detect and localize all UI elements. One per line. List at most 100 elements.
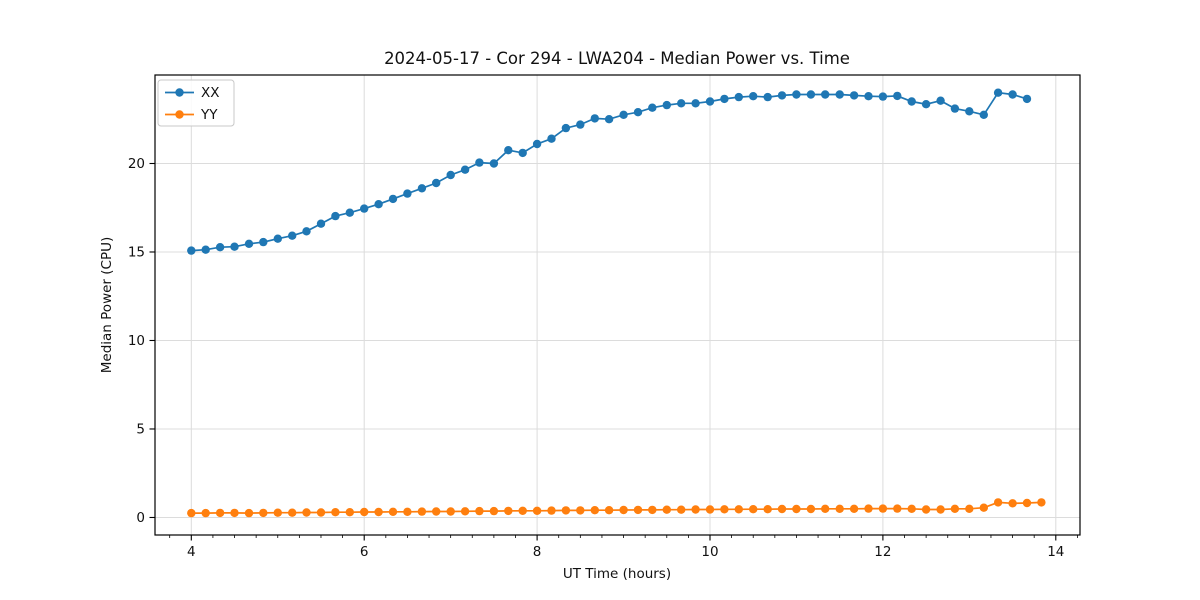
data-point-yy xyxy=(388,507,398,516)
data-point-xx xyxy=(302,227,311,236)
data-point-yy xyxy=(705,505,715,514)
data-point-xx xyxy=(259,237,268,247)
data-point-xx xyxy=(215,243,225,252)
data-point-yy xyxy=(432,507,441,516)
data-point-xx xyxy=(532,139,542,149)
data-point-yy xyxy=(403,507,412,516)
data-point-xx xyxy=(417,184,427,193)
data-point-yy xyxy=(561,506,571,515)
data-point-xx xyxy=(230,242,239,251)
data-point-yy xyxy=(1022,498,1032,508)
data-point-xx xyxy=(504,146,513,155)
data-point-yy xyxy=(590,506,599,515)
data-point-xx xyxy=(878,92,888,101)
data-point-xx xyxy=(590,114,599,123)
data-point-yy xyxy=(316,508,326,517)
data-point-yy xyxy=(950,504,960,513)
data-point-xx xyxy=(316,219,326,228)
data-point-yy xyxy=(417,507,427,516)
data-point-xx xyxy=(792,90,801,99)
data-point-xx xyxy=(677,99,686,108)
data-point-xx xyxy=(374,200,383,209)
data-point-xx xyxy=(388,194,398,204)
data-point-xx xyxy=(893,91,902,101)
data-point-xx xyxy=(576,120,585,129)
data-point-yy xyxy=(604,506,614,515)
data-point-yy xyxy=(259,508,268,518)
data-point-xx xyxy=(907,97,916,106)
data-point-xx xyxy=(360,204,369,213)
data-point-yy xyxy=(360,507,369,517)
data-point-xx xyxy=(403,189,412,198)
data-point-yy xyxy=(893,504,902,513)
data-point-yy xyxy=(1008,499,1017,508)
data-point-xx xyxy=(201,245,210,254)
data-point-xx xyxy=(489,159,499,168)
data-point-xx xyxy=(749,92,758,101)
data-point-yy xyxy=(734,505,743,514)
legend-box xyxy=(157,79,235,127)
data-point-xx xyxy=(633,108,643,117)
y-tick-label: 0 xyxy=(136,510,145,526)
data-point-xx xyxy=(734,92,743,102)
data-point-yy xyxy=(288,508,297,517)
data-point-yy xyxy=(849,504,859,513)
data-point-yy xyxy=(633,505,643,515)
x-tick-label: 10 xyxy=(701,544,718,560)
data-point-yy xyxy=(244,508,254,518)
data-point-yy xyxy=(677,505,686,514)
data-point-xx xyxy=(936,96,945,105)
data-point-yy xyxy=(878,504,888,513)
data-point-yy xyxy=(993,498,1003,507)
data-point-yy xyxy=(345,508,354,517)
legend-marker xyxy=(175,110,184,119)
data-point-yy xyxy=(446,507,455,516)
data-point-xx xyxy=(720,94,729,104)
y-tick-label: 10 xyxy=(128,333,145,349)
data-point-xx xyxy=(1008,90,1017,99)
data-point-yy xyxy=(1037,498,1046,507)
data-point-yy xyxy=(201,508,210,518)
data-point-yy xyxy=(475,506,484,516)
data-point-xx xyxy=(648,103,657,112)
data-point-yy xyxy=(979,503,988,512)
data-point-xx xyxy=(432,178,441,188)
x-tick-label: 6 xyxy=(360,544,369,560)
data-point-xx xyxy=(849,91,859,100)
y-tick-label: 20 xyxy=(128,156,145,172)
data-point-yy xyxy=(532,506,542,515)
data-point-yy xyxy=(460,507,470,516)
data-point-xx xyxy=(446,170,455,180)
data-point-xx xyxy=(604,115,614,124)
data-point-xx xyxy=(777,91,787,100)
data-point-yy xyxy=(547,506,556,515)
data-point-xx xyxy=(460,165,470,174)
legend-label: XX xyxy=(201,85,220,101)
data-point-yy xyxy=(215,508,225,518)
data-point-yy xyxy=(230,508,239,518)
data-point-xx xyxy=(518,148,527,158)
data-point-xx xyxy=(821,90,830,99)
data-point-yy xyxy=(835,504,844,513)
data-point-xx xyxy=(662,100,671,110)
data-point-xx xyxy=(331,211,340,221)
data-point-yy xyxy=(821,504,830,513)
data-point-yy xyxy=(720,505,729,514)
data-point-xx xyxy=(921,100,931,109)
data-point-yy xyxy=(763,505,772,514)
data-point-xx xyxy=(965,107,974,116)
data-point-yy xyxy=(518,506,527,515)
data-point-xx xyxy=(864,92,873,101)
legend-label: YY xyxy=(200,107,218,123)
data-point-yy xyxy=(504,506,513,516)
data-point-yy xyxy=(749,505,758,514)
data-point-yy xyxy=(806,504,816,514)
data-point-xx xyxy=(835,90,844,99)
data-point-xx xyxy=(273,234,282,243)
data-point-yy xyxy=(777,504,787,514)
data-point-xx xyxy=(950,104,960,113)
data-point-yy xyxy=(187,508,196,518)
x-tick-label: 14 xyxy=(1047,544,1064,560)
